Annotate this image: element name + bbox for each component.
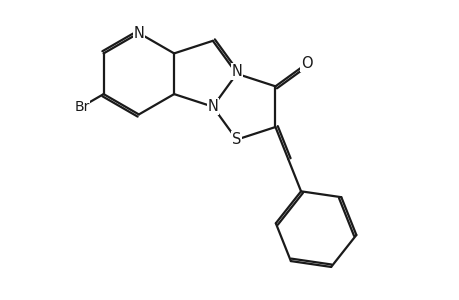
Text: N: N — [231, 64, 242, 79]
Text: O: O — [300, 56, 312, 71]
Text: N: N — [133, 26, 144, 40]
Text: Br: Br — [74, 100, 90, 113]
Text: S: S — [232, 132, 241, 147]
Text: N: N — [207, 99, 218, 114]
